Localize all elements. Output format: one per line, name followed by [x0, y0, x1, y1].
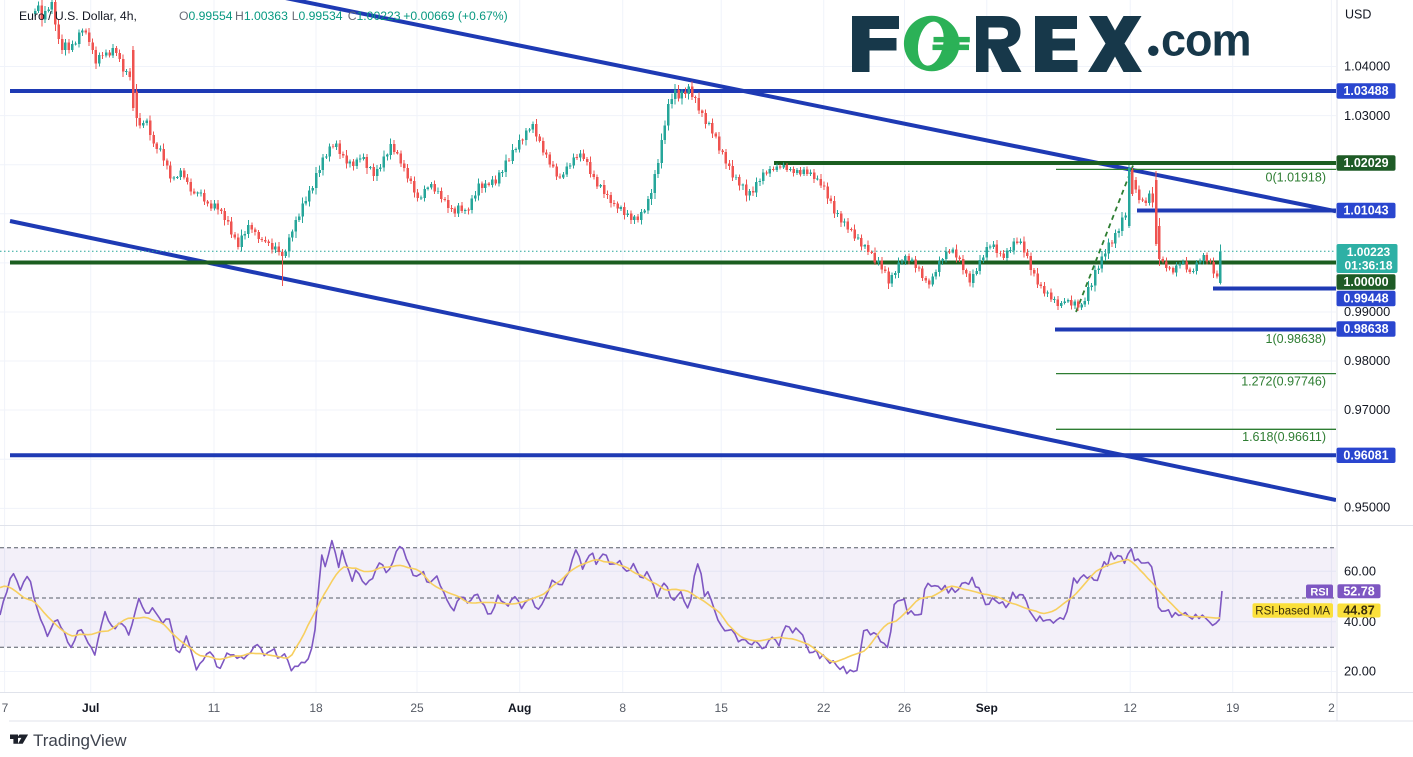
svg-text:01:36:18: 01:36:18	[1344, 258, 1392, 272]
svg-text:22: 22	[817, 701, 831, 715]
svg-text:1.01043: 1.01043	[1343, 204, 1388, 218]
svg-text:1.03488: 1.03488	[1343, 84, 1388, 98]
svg-text:0(1.01918): 0(1.01918)	[1266, 171, 1326, 185]
svg-text:11: 11	[208, 701, 221, 715]
svg-text:19: 19	[1226, 701, 1240, 715]
svg-text:25: 25	[410, 701, 424, 715]
svg-text:Jul: Jul	[82, 701, 99, 715]
svg-text:1.618(0.96611): 1.618(0.96611)	[1242, 430, 1326, 444]
svg-text:0.99000: 0.99000	[1344, 304, 1390, 319]
svg-text:0.98638: 0.98638	[1343, 322, 1388, 336]
svg-text:20.00: 20.00	[1344, 664, 1376, 679]
svg-text:com: com	[1161, 15, 1251, 66]
svg-text:1.03000: 1.03000	[1344, 108, 1390, 123]
svg-text:1.00223: 1.00223	[1347, 245, 1391, 259]
svg-text:12: 12	[1124, 701, 1138, 715]
svg-text:Euro / U.S. Dollar, 4h,: Euro / U.S. Dollar, 4h,	[19, 9, 137, 23]
svg-text:1(0.98638): 1(0.98638)	[1266, 332, 1326, 346]
svg-text:1.00000: 1.00000	[1343, 275, 1388, 289]
svg-text:0.98000: 0.98000	[1344, 353, 1390, 368]
svg-text:L0.99534: L0.99534	[292, 9, 343, 23]
svg-text:H1.00363: H1.00363	[235, 9, 288, 23]
svg-text:44.87: 44.87	[1343, 604, 1374, 618]
svg-text:2: 2	[1328, 701, 1335, 715]
svg-text:0.97000: 0.97000	[1344, 402, 1390, 417]
svg-text:RSI-based MA: RSI-based MA	[1255, 606, 1330, 618]
svg-text:Aug: Aug	[508, 701, 531, 715]
svg-text:1.04000: 1.04000	[1344, 59, 1390, 74]
svg-text:18: 18	[309, 701, 323, 715]
svg-text:RSI: RSI	[1310, 586, 1328, 598]
svg-text:1.272(0.97746): 1.272(0.97746)	[1241, 375, 1326, 389]
svg-text:7: 7	[2, 701, 9, 715]
svg-text:Sep: Sep	[976, 701, 998, 715]
svg-text:60.00: 60.00	[1344, 564, 1376, 579]
svg-text:0.95000: 0.95000	[1344, 500, 1390, 515]
svg-text:O0.99554: O0.99554	[179, 9, 233, 23]
svg-text:8: 8	[619, 701, 626, 715]
svg-text:USD: USD	[1345, 8, 1371, 22]
svg-text:0.99448: 0.99448	[1343, 292, 1388, 306]
svg-text:52.78: 52.78	[1343, 585, 1374, 599]
svg-text:C1.00223: C1.00223	[348, 9, 401, 23]
svg-text:40.00: 40.00	[1344, 614, 1376, 629]
svg-text:+0.00669 (+0.67%): +0.00669 (+0.67%)	[403, 9, 507, 23]
svg-text:26: 26	[898, 701, 912, 715]
svg-text:15: 15	[715, 701, 729, 715]
svg-text:0.96081: 0.96081	[1343, 449, 1388, 463]
svg-text:TradingView: TradingView	[33, 731, 127, 750]
svg-text:1.02029: 1.02029	[1343, 156, 1388, 170]
